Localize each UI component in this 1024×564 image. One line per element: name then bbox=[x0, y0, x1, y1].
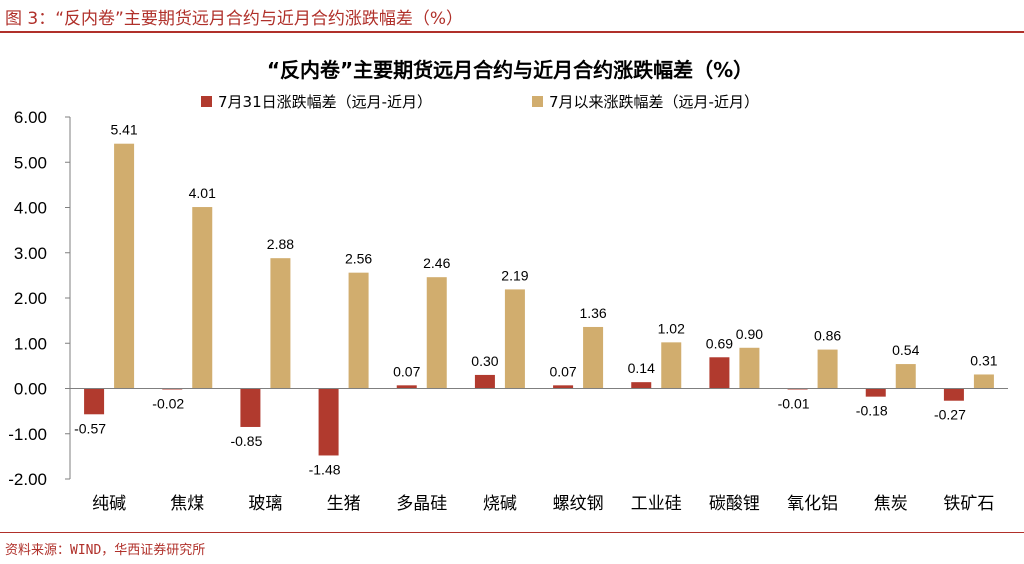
legend-label-series-2: 7月以来涨跌幅差（远月-近月） bbox=[549, 93, 759, 111]
data-label: -0.18 bbox=[856, 403, 888, 419]
y-tick-label: 1.00 bbox=[14, 334, 47, 353]
y-tick-label: -1.00 bbox=[8, 425, 47, 444]
x-category-label: 铁矿石 bbox=[943, 494, 994, 514]
data-label: 2.56 bbox=[345, 251, 372, 267]
x-category-label: 多晶硅 bbox=[396, 494, 447, 514]
y-axis: 6.00 5.00 4.00 3.00 2.00 1.00 0.00 -1.00 -2.00 bbox=[8, 108, 71, 489]
data-label: -0.27 bbox=[934, 407, 966, 423]
data-label: 0.07 bbox=[393, 363, 420, 379]
x-category-label: 纯碱 bbox=[92, 494, 126, 514]
figure-caption: 图 3：“反内卷”主要期货远月合约与近月合约涨跌幅差（%） bbox=[5, 9, 463, 29]
data-label: 0.30 bbox=[471, 353, 498, 369]
data-label: 0.14 bbox=[628, 360, 655, 376]
source-note: 资料来源：WIND，华西证券研究所 bbox=[5, 543, 206, 558]
y-tick-label: 3.00 bbox=[14, 244, 47, 263]
data-label: 4.01 bbox=[189, 185, 216, 201]
x-category-label: 生猪 bbox=[327, 494, 361, 514]
data-label: 1.02 bbox=[658, 320, 685, 336]
data-label: -0.85 bbox=[230, 433, 262, 449]
data-label: 0.07 bbox=[549, 363, 576, 379]
bottom-divider bbox=[0, 532, 1024, 533]
bar-month-to-date-diff bbox=[739, 347, 760, 389]
legend-swatch-series-2 bbox=[532, 96, 543, 107]
x-category-label: 焦煤 bbox=[170, 494, 204, 514]
legend: 7月31日涨跌幅差（远月-近月） 7月以来涨跌幅差（远月-近月） bbox=[201, 93, 759, 111]
x-category-label: 烧碱 bbox=[483, 494, 517, 514]
data-label: 2.88 bbox=[267, 236, 294, 252]
y-tick-label: 4.00 bbox=[14, 199, 47, 218]
y-tick-label: 2.00 bbox=[14, 289, 47, 308]
data-label: -0.01 bbox=[778, 396, 810, 412]
bar-daily-diff bbox=[84, 388, 105, 415]
data-label: 2.19 bbox=[501, 267, 528, 283]
bar-month-to-date-diff bbox=[504, 289, 525, 389]
bar-daily-diff bbox=[865, 388, 886, 397]
bar-month-to-date-diff bbox=[270, 258, 291, 389]
bar-daily-diff bbox=[709, 357, 730, 389]
data-label: 0.31 bbox=[970, 352, 997, 368]
bar-month-to-date-diff bbox=[973, 374, 994, 389]
bar-month-to-date-diff bbox=[817, 349, 838, 389]
data-label: 0.86 bbox=[814, 328, 841, 344]
bar-month-to-date-diff bbox=[114, 143, 135, 389]
data-label: 0.69 bbox=[706, 335, 733, 351]
x-category-label: 碳酸锂 bbox=[709, 494, 760, 514]
bar-daily-diff bbox=[553, 385, 574, 389]
bar-daily-diff bbox=[943, 388, 964, 401]
bar-month-to-date-diff bbox=[192, 207, 213, 389]
data-labels: -0.57 -0.02 -0.85 -1.48 0.07 0.30 0.07 0.14 0.69… bbox=[74, 122, 998, 478]
data-label: -0.02 bbox=[152, 396, 184, 412]
data-label: 0.54 bbox=[892, 342, 919, 358]
y-tick-label: 5.00 bbox=[14, 153, 47, 172]
top-divider bbox=[0, 31, 1024, 33]
x-category-label: 螺纹钢 bbox=[553, 494, 604, 514]
data-label: 5.41 bbox=[110, 122, 137, 138]
bar-daily-diff bbox=[396, 385, 417, 389]
bar-month-to-date-diff bbox=[895, 364, 916, 389]
data-label: 1.36 bbox=[579, 305, 606, 321]
bars bbox=[84, 143, 994, 456]
bar-daily-diff bbox=[631, 382, 652, 389]
bar-daily-diff bbox=[318, 388, 339, 456]
y-tick-label: -2.00 bbox=[8, 470, 47, 489]
data-label: -1.48 bbox=[309, 461, 341, 477]
y-tick-label: 0.00 bbox=[14, 380, 47, 399]
bar-month-to-date-diff bbox=[583, 326, 604, 389]
y-tick-label: 6.00 bbox=[14, 108, 47, 127]
legend-label-series-1: 7月31日涨跌幅差（远月-近月） bbox=[218, 93, 432, 111]
data-label: -0.57 bbox=[74, 420, 106, 436]
bar-month-to-date-diff bbox=[348, 272, 369, 389]
data-label: 0.90 bbox=[736, 326, 763, 342]
legend-swatch-series-1 bbox=[201, 96, 212, 107]
data-label: 2.46 bbox=[423, 255, 450, 271]
x-category-label: 焦炭 bbox=[874, 494, 908, 514]
x-category-label: 玻璃 bbox=[248, 494, 282, 514]
bar-daily-diff bbox=[474, 374, 495, 389]
x-category-label: 氧化铝 bbox=[787, 494, 838, 514]
bar-month-to-date-diff bbox=[426, 277, 447, 389]
bar-daily-diff bbox=[240, 388, 261, 427]
x-axis: 纯碱 焦煤 玻璃 生猪 多晶硅 烧碱 螺纹钢 工业硅 碳酸锂 氧化铝 焦炭 铁矿石 bbox=[70, 388, 1008, 514]
chart-title: “反内卷”主要期货远月合约与近月合约涨跌幅差（%） bbox=[267, 58, 753, 82]
x-category-label: 工业硅 bbox=[631, 494, 682, 514]
bar-month-to-date-diff bbox=[661, 342, 682, 389]
